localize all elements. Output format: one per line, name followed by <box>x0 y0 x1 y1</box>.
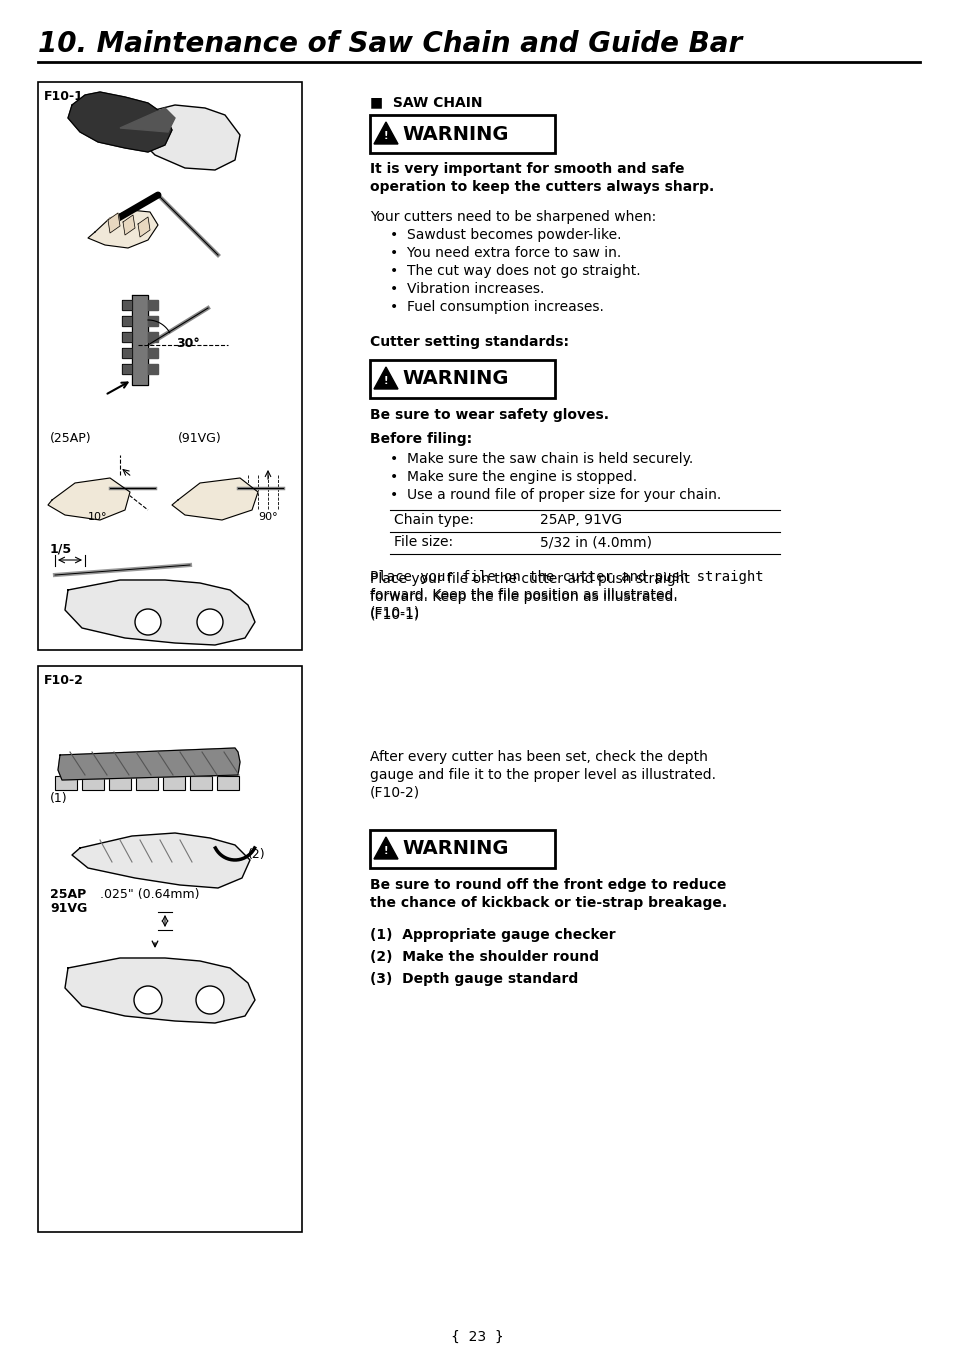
Text: (2)  Make the shoulder round: (2) Make the shoulder round <box>370 950 598 964</box>
Text: !: ! <box>383 131 388 142</box>
Bar <box>55 776 77 790</box>
Text: operation to keep the cutters always sharp.: operation to keep the cutters always sha… <box>370 181 714 194</box>
Text: •  Fuel consumption increases.: • Fuel consumption increases. <box>390 301 603 314</box>
Circle shape <box>133 985 162 1014</box>
Text: (91VG): (91VG) <box>178 431 221 445</box>
Bar <box>109 776 131 790</box>
Bar <box>370 830 555 868</box>
Polygon shape <box>122 301 132 310</box>
Text: (3)  Depth gauge standard: (3) Depth gauge standard <box>370 972 578 985</box>
Polygon shape <box>374 367 397 390</box>
Polygon shape <box>122 332 132 342</box>
Text: •  You need extra force to saw in.: • You need extra force to saw in. <box>390 245 620 260</box>
Circle shape <box>195 985 224 1014</box>
Polygon shape <box>148 315 158 326</box>
Text: !: ! <box>383 847 388 856</box>
Bar <box>38 666 302 1232</box>
Circle shape <box>196 609 223 635</box>
Polygon shape <box>122 348 132 359</box>
Bar <box>163 776 185 790</box>
Text: 30°: 30° <box>175 337 199 350</box>
Text: 1/5: 1/5 <box>50 543 72 555</box>
Text: 10°: 10° <box>88 512 108 522</box>
Text: !: ! <box>383 376 388 386</box>
Bar <box>370 115 555 154</box>
Text: (F10-1): (F10-1) <box>370 608 420 621</box>
Polygon shape <box>148 301 158 310</box>
Polygon shape <box>71 833 250 888</box>
Polygon shape <box>65 958 254 1023</box>
Text: ■  SAW CHAIN: ■ SAW CHAIN <box>370 94 482 109</box>
Polygon shape <box>148 332 158 342</box>
Text: Place your file on the cutter and push straight: Place your file on the cutter and push s… <box>370 572 689 586</box>
Text: (2): (2) <box>248 848 265 861</box>
Text: (1): (1) <box>50 793 68 805</box>
Polygon shape <box>122 315 132 326</box>
Text: WARNING: WARNING <box>401 369 508 388</box>
Text: .025" (0.64mm): .025" (0.64mm) <box>100 888 199 900</box>
Circle shape <box>135 609 161 635</box>
Text: Cutter setting standards:: Cutter setting standards: <box>370 336 568 349</box>
Text: gauge and file it to the proper level as illustrated.: gauge and file it to the proper level as… <box>370 768 716 782</box>
Text: Chain type:: Chain type: <box>394 514 474 527</box>
Polygon shape <box>68 92 172 152</box>
Text: F10-1: F10-1 <box>44 90 84 102</box>
Text: It is very important for smooth and safe: It is very important for smooth and safe <box>370 162 684 177</box>
Polygon shape <box>122 364 132 373</box>
Text: •  Make sure the engine is stopped.: • Make sure the engine is stopped. <box>390 470 637 484</box>
Text: 25AP: 25AP <box>50 888 86 900</box>
Polygon shape <box>58 748 240 780</box>
Polygon shape <box>148 348 158 359</box>
Text: After every cutter has been set, check the depth: After every cutter has been set, check t… <box>370 749 707 764</box>
Text: WARNING: WARNING <box>401 124 508 143</box>
Text: forward. Keep the file position as illustrated.: forward. Keep the file position as illus… <box>370 588 677 603</box>
Text: •  The cut way does not go straight.: • The cut way does not go straight. <box>390 264 640 278</box>
Polygon shape <box>123 214 135 235</box>
Bar <box>136 776 158 790</box>
Text: Your cutters need to be sharpened when:: Your cutters need to be sharpened when: <box>370 210 656 224</box>
Text: •  Sawdust becomes powder-like.: • Sawdust becomes powder-like. <box>390 228 620 243</box>
Text: 10. Maintenance of Saw Chain and Guide Bar: 10. Maintenance of Saw Chain and Guide B… <box>38 30 741 58</box>
Bar <box>190 776 212 790</box>
Text: 91VG: 91VG <box>50 902 87 915</box>
Text: 25AP, 91VG: 25AP, 91VG <box>539 514 621 527</box>
Text: •  Make sure the saw chain is held securely.: • Make sure the saw chain is held secure… <box>390 452 693 466</box>
Text: F10-2: F10-2 <box>44 674 84 687</box>
Text: •  Vibration increases.: • Vibration increases. <box>390 282 544 297</box>
Text: Place your file on the cutter and push straight: Place your file on the cutter and push s… <box>370 570 762 584</box>
Text: (25AP): (25AP) <box>50 431 91 445</box>
Text: (F10-2): (F10-2) <box>370 786 419 799</box>
Polygon shape <box>135 105 240 170</box>
Polygon shape <box>108 213 120 233</box>
Text: WARNING: WARNING <box>401 840 508 859</box>
Text: Before filing:: Before filing: <box>370 431 472 446</box>
Bar <box>38 82 302 650</box>
Bar <box>370 360 555 398</box>
Polygon shape <box>172 479 257 520</box>
Text: (1)  Appropriate gauge checker: (1) Appropriate gauge checker <box>370 927 615 942</box>
Polygon shape <box>374 837 397 859</box>
Text: the chance of kickback or tie-strap breakage.: the chance of kickback or tie-strap brea… <box>370 896 726 910</box>
Text: 5/32 in (4.0mm): 5/32 in (4.0mm) <box>539 535 651 549</box>
Polygon shape <box>65 580 254 644</box>
Text: (F10-1): (F10-1) <box>370 607 420 620</box>
Polygon shape <box>48 479 130 520</box>
Polygon shape <box>88 210 158 248</box>
Text: •  Use a round file of proper size for your chain.: • Use a round file of proper size for yo… <box>390 488 720 501</box>
Bar <box>216 776 239 790</box>
Polygon shape <box>374 123 397 144</box>
Text: {  23  }: { 23 } <box>450 1330 503 1344</box>
Text: Be sure to round off the front edge to reduce: Be sure to round off the front edge to r… <box>370 878 725 892</box>
Text: forward. Keep the file position as illustrated.: forward. Keep the file position as illus… <box>370 590 677 604</box>
Text: 90°: 90° <box>257 512 277 522</box>
Polygon shape <box>138 217 150 237</box>
Text: Be sure to wear safety gloves.: Be sure to wear safety gloves. <box>370 408 608 422</box>
Bar <box>82 776 104 790</box>
Polygon shape <box>132 295 148 386</box>
Polygon shape <box>120 108 174 132</box>
Polygon shape <box>148 364 158 373</box>
Text: File size:: File size: <box>394 535 453 549</box>
